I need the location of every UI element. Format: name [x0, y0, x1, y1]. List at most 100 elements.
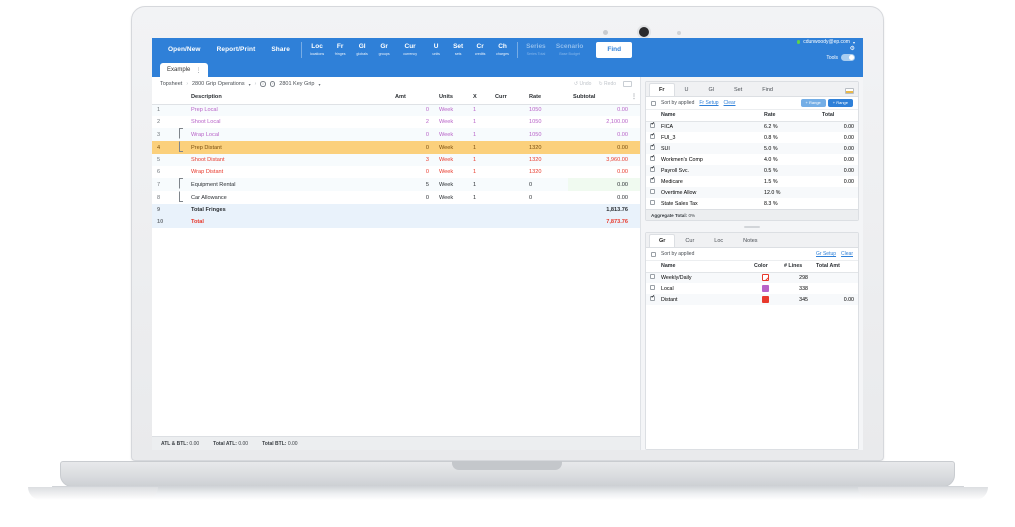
- group-header-lines[interactable]: # Lines: [780, 261, 812, 273]
- row-amt[interactable]: 0: [425, 194, 429, 201]
- nav-module-credits[interactable]: Cr credits: [469, 43, 491, 57]
- tab-loc[interactable]: Loc: [714, 238, 724, 244]
- fringe-row-checkbox-cell[interactable]: [646, 176, 657, 187]
- table-row[interactable]: 8 Car Allowance 0 Week 1 0 0.00: [152, 191, 640, 204]
- add-range-button-light[interactable]: + Range: [800, 99, 826, 107]
- keyboard-icon[interactable]: [623, 81, 632, 87]
- tab-find[interactable]: Find: [762, 87, 773, 93]
- fringe-row[interactable]: Payroll Svc. 0.5 % 0.00: [646, 165, 858, 176]
- fringe-checkbox[interactable]: [650, 133, 655, 139]
- fringe-row-checkbox-cell[interactable]: [646, 198, 657, 209]
- row-curr[interactable]: [490, 116, 524, 128]
- fringe-row-checkbox-cell[interactable]: [646, 187, 657, 198]
- row-x[interactable]: 1: [473, 131, 477, 138]
- row-description[interactable]: Car Allowance: [191, 194, 227, 201]
- breadcrumb-level2[interactable]: 2801 Key Grip: [279, 81, 315, 87]
- row-description[interactable]: Prep Distant: [191, 144, 222, 151]
- row-amt[interactable]: 5: [425, 181, 429, 188]
- table-row[interactable]: 3 Wrap Local 0 Week 1 1050 0.00: [152, 128, 640, 141]
- row-amt[interactable]: 0: [425, 107, 429, 114]
- row-subtotal[interactable]: 2,100.00: [606, 119, 628, 125]
- header-subtotal[interactable]: Subtotal: [568, 91, 640, 105]
- group-header-name[interactable]: Name: [657, 261, 750, 273]
- row-x[interactable]: 1: [473, 144, 477, 151]
- row-rate[interactable]: 1050: [529, 107, 542, 114]
- fringe-checkbox[interactable]: [650, 144, 655, 150]
- fringe-row[interactable]: SUI 5.0 % 0.00: [646, 143, 858, 154]
- nav-scenario-selector[interactable]: Scenario Base Budget: [551, 43, 588, 57]
- group-clear-link[interactable]: Clear: [841, 251, 853, 257]
- row-units[interactable]: Week: [439, 157, 454, 163]
- nav-module-globals[interactable]: Gl globals: [351, 43, 373, 57]
- group-row-color[interactable]: [750, 272, 780, 283]
- header-rate[interactable]: Rate: [524, 91, 568, 105]
- group-checkbox[interactable]: [650, 295, 655, 301]
- fringe-row-checkbox-cell[interactable]: [646, 121, 657, 132]
- row-rate[interactable]: 1320: [529, 157, 542, 163]
- fringe-checkbox[interactable]: [650, 155, 655, 161]
- row-rate[interactable]: 1050: [529, 119, 542, 125]
- header-description[interactable]: Description: [186, 91, 390, 105]
- table-row[interactable]: 6 Wrap Distant 0 Week 1 1320 0.00: [152, 166, 640, 178]
- row-amt[interactable]: 0: [425, 169, 429, 175]
- nav-module-locations[interactable]: Loc locations: [305, 43, 329, 57]
- row-curr[interactable]: [490, 128, 524, 141]
- row-subtotal[interactable]: 0.00: [617, 169, 628, 175]
- breadcrumb-level1[interactable]: 2800 Grip Operations: [192, 81, 245, 87]
- fringe-row[interactable]: Workmen's Comp 4.0 % 0.00: [646, 154, 858, 165]
- add-range-button-dark[interactable]: + Range: [827, 99, 853, 107]
- undo-button[interactable]: ↺ Undo: [573, 81, 592, 87]
- row-units[interactable]: Week: [439, 119, 454, 125]
- row-subtotal[interactable]: 0.00: [617, 107, 628, 114]
- fringe-row-checkbox-cell[interactable]: [646, 132, 657, 143]
- row-curr[interactable]: [490, 141, 524, 154]
- group-checkbox[interactable]: [650, 285, 655, 290]
- table-row[interactable]: 7 Equipment Rental 5 Week 1 0 0.00: [152, 178, 640, 191]
- info-circle-icon[interactable]: i: [260, 81, 266, 87]
- nav-report-print[interactable]: Report/Print: [216, 46, 256, 53]
- tools-toggle-switch[interactable]: [841, 54, 855, 61]
- table-row[interactable]: 2 Shoot Local 2 Week 1 1050 2,100.00: [152, 116, 640, 128]
- fringe-header-rate[interactable]: Rate: [760, 110, 818, 122]
- fringe-row[interactable]: FUI_3 0.8 % 0.00: [646, 132, 858, 143]
- row-amt[interactable]: 0: [425, 131, 429, 138]
- header-amt[interactable]: Amt: [390, 91, 434, 105]
- fringe-row[interactable]: Medicare 1.5 % 0.00: [646, 176, 858, 187]
- group-sort-checkbox[interactable]: [651, 251, 656, 257]
- row-x[interactable]: 1: [473, 107, 477, 114]
- row-units[interactable]: Week: [439, 194, 454, 201]
- tab-u[interactable]: U: [684, 87, 689, 93]
- sheet-empty-area[interactable]: [152, 228, 640, 436]
- document-tab-example[interactable]: Example ⋮: [160, 63, 209, 77]
- user-account-menu[interactable]: cdunwoody@ep.com ▾: [796, 39, 855, 45]
- row-amt[interactable]: 2: [425, 119, 429, 125]
- group-row[interactable]: Weekly/Daily 298: [646, 272, 858, 283]
- header-x[interactable]: X: [468, 91, 490, 105]
- row-rate[interactable]: 1320: [529, 144, 542, 151]
- row-description[interactable]: Wrap Distant: [191, 169, 224, 175]
- row-curr[interactable]: [490, 154, 524, 166]
- nav-module-sets[interactable]: Set sets: [447, 43, 469, 57]
- kebab-menu-icon[interactable]: ⋮: [195, 67, 202, 74]
- row-x[interactable]: 1: [473, 119, 477, 125]
- row-x[interactable]: 1: [473, 157, 477, 163]
- nav-module-units[interactable]: U units: [425, 43, 447, 57]
- fringe-checkbox[interactable]: [650, 189, 655, 194]
- fringe-row-checkbox-cell[interactable]: [646, 165, 657, 176]
- row-curr[interactable]: [490, 191, 524, 204]
- row-subtotal[interactable]: 3,960.00: [606, 157, 628, 163]
- row-description[interactable]: Shoot Local: [191, 119, 221, 125]
- row-curr[interactable]: [490, 166, 524, 178]
- row-amt[interactable]: 3: [425, 157, 429, 163]
- row-subtotal[interactable]: 0.00: [617, 131, 628, 138]
- fringe-row-checkbox-cell[interactable]: [646, 154, 657, 165]
- fringe-checkbox[interactable]: [650, 177, 655, 183]
- row-amt[interactable]: 0: [425, 144, 429, 151]
- tab-notes[interactable]: Notes: [743, 238, 758, 244]
- nav-open-new[interactable]: Open/New: [168, 46, 201, 53]
- row-curr[interactable]: [490, 104, 524, 116]
- clock-circle-icon[interactable]: ◔: [269, 81, 276, 87]
- minimize-panel-icon[interactable]: [845, 88, 854, 94]
- nav-series-selector[interactable]: Series Series Total: [521, 43, 551, 57]
- group-header-color[interactable]: Color: [750, 261, 780, 273]
